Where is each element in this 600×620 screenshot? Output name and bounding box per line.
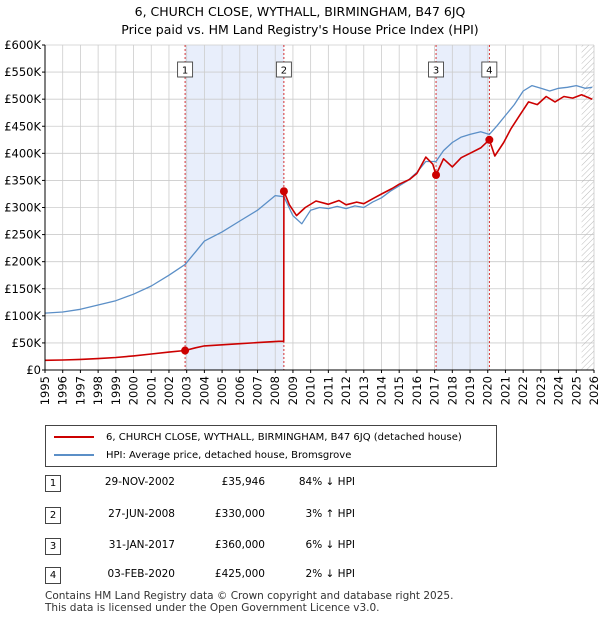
chart-title: 6, CHURCH CLOSE, WYTHALL, BIRMINGHAM, B4…	[134, 4, 466, 19]
x-tick-label: 2021	[498, 376, 512, 405]
chart-subtitle: Price paid vs. HM Land Registry's House …	[121, 22, 479, 37]
x-tick-label: 2004	[197, 376, 211, 405]
x-tick-label: 2013	[357, 376, 371, 405]
x-tick-label: 1998	[91, 376, 105, 405]
x-tick-label: 2017	[428, 376, 442, 405]
x-tick-label: 2007	[251, 376, 265, 405]
transaction-badge: 4	[45, 567, 61, 584]
property-price-line	[44, 94, 593, 362]
x-tick-label: 2019	[463, 376, 477, 405]
x-tick-label: 1999	[109, 376, 123, 405]
x-tick-label: 2001	[144, 376, 158, 405]
footer-attribution: Contains HM Land Registry data © Crown c…	[45, 590, 453, 614]
y-tick-label: £300K	[4, 201, 41, 215]
sale-marker-box	[275, 61, 292, 78]
sale-marker-label: 1	[182, 66, 188, 77]
y-tick-label: £350K	[4, 173, 41, 187]
transaction-date: 27-JUN-2008	[108, 508, 175, 520]
y-tick-label: £250K	[4, 228, 41, 242]
transaction-date: 03-FEB-2020	[107, 568, 175, 580]
sale-marker-box	[428, 61, 444, 78]
sale-marker-label: 3	[433, 66, 439, 77]
x-tick-label: 2002	[162, 376, 176, 405]
transaction-badge: 1	[45, 475, 61, 492]
sale-marker-label: 2	[281, 66, 287, 77]
x-tick-label: 1995	[38, 376, 52, 405]
transaction-row: 1 29-NOV-2002 £35,946 84% ↓ HPI	[45, 475, 365, 493]
transaction-row: 4 03-FEB-2020 £425,000 2% ↓ HPI	[45, 567, 365, 585]
x-tick-label: 2000	[127, 376, 141, 405]
x-tick-label: 1997	[73, 376, 87, 405]
x-tick-label: 2020	[481, 376, 495, 405]
y-tick-label: £450K	[4, 119, 41, 133]
footer-line-copyright: Contains HM Land Registry data © Crown c…	[45, 590, 454, 602]
y-tick-label: £150K	[4, 282, 41, 296]
transaction-price: £425,000	[214, 568, 265, 580]
sale-point	[485, 135, 494, 144]
transaction-badge: 2	[45, 507, 61, 524]
y-tick-label: £550K	[4, 65, 41, 79]
y-tick-label: £600K	[4, 38, 41, 52]
x-tick-label: 2016	[410, 376, 424, 405]
x-tick-label: 2025	[569, 376, 583, 405]
x-tick-label: 2024	[552, 376, 566, 405]
price-chart: 1 2 3 4 £0 £50K £100K £150K £200K £250K £300K £350…	[4, 38, 600, 405]
forecast-hatch	[581, 45, 594, 370]
transaction-price: £360,000	[214, 539, 265, 551]
chart-legend: 6, CHURCH CLOSE, WYTHALL, BIRMINGHAM, B4…	[45, 425, 497, 467]
legend-swatch-hpi	[54, 454, 94, 456]
transaction-date: 31-JAN-2017	[108, 539, 175, 551]
y-tick-label: £50K	[12, 336, 42, 350]
x-tick-label: 2018	[445, 376, 459, 405]
x-tick-label: 2022	[516, 376, 530, 405]
sale-point	[432, 171, 441, 179]
x-tick-label: 2023	[534, 376, 548, 405]
transaction-hpi-diff: 3% ↑ HPI	[305, 508, 355, 520]
legend-item-property: 6, CHURCH CLOSE, WYTHALL, BIRMINGHAM, B4…	[46, 429, 462, 445]
legend-label-property: 6, CHURCH CLOSE, WYTHALL, BIRMINGHAM, B4…	[106, 431, 462, 443]
y-tick-label: £400K	[4, 146, 41, 160]
transaction-price: £330,000	[214, 508, 265, 520]
x-tick-label: 2012	[339, 376, 353, 405]
sale-marker-box	[177, 61, 194, 78]
x-tick-label: 2008	[268, 376, 282, 405]
x-tick-label: 2026	[587, 376, 600, 405]
transaction-hpi-diff: 6% ↓ HPI	[305, 539, 355, 551]
legend-swatch-property	[54, 436, 94, 438]
x-tick-label: 2014	[374, 376, 388, 405]
hpi-line	[44, 84, 593, 314]
sale-point	[181, 346, 190, 355]
sale-point	[279, 187, 288, 196]
y-tick-label: £100K	[4, 309, 41, 323]
x-tick-label: 2015	[392, 376, 406, 405]
transaction-badge: 3	[45, 538, 61, 555]
transaction-hpi-diff: 2% ↓ HPI	[305, 568, 355, 580]
transaction-hpi-diff: 84% ↓ HPI	[298, 476, 355, 488]
x-tick-label: 2003	[180, 376, 194, 405]
sale-marker-label: 4	[486, 66, 492, 77]
transaction-date: 29-NOV-2002	[104, 476, 175, 488]
transaction-row: 3 31-JAN-2017 £360,000 6% ↓ HPI	[45, 538, 365, 556]
y-tick-label: £0	[26, 363, 41, 377]
transaction-price: £35,946	[221, 476, 265, 488]
y-tick-label: £200K	[4, 255, 41, 269]
sale-marker-box	[481, 61, 498, 78]
x-tick-label: 2006	[233, 376, 247, 405]
x-tick-label: 1996	[56, 376, 70, 405]
x-tick-label: 2009	[286, 376, 300, 405]
x-tick-label: 2011	[321, 376, 335, 405]
x-tick-label: 2005	[215, 376, 229, 405]
transaction-row: 2 27-JUN-2008 £330,000 3% ↑ HPI	[45, 507, 365, 525]
y-tick-label: £500K	[4, 92, 41, 106]
x-tick-label: 2010	[304, 376, 318, 405]
legend-label-hpi: HPI: Average price, detached house, Brom…	[106, 449, 352, 461]
legend-item-hpi: HPI: Average price, detached house, Brom…	[46, 447, 351, 463]
footer-line-licence: This data is licensed under the Open Gov…	[45, 602, 380, 614]
